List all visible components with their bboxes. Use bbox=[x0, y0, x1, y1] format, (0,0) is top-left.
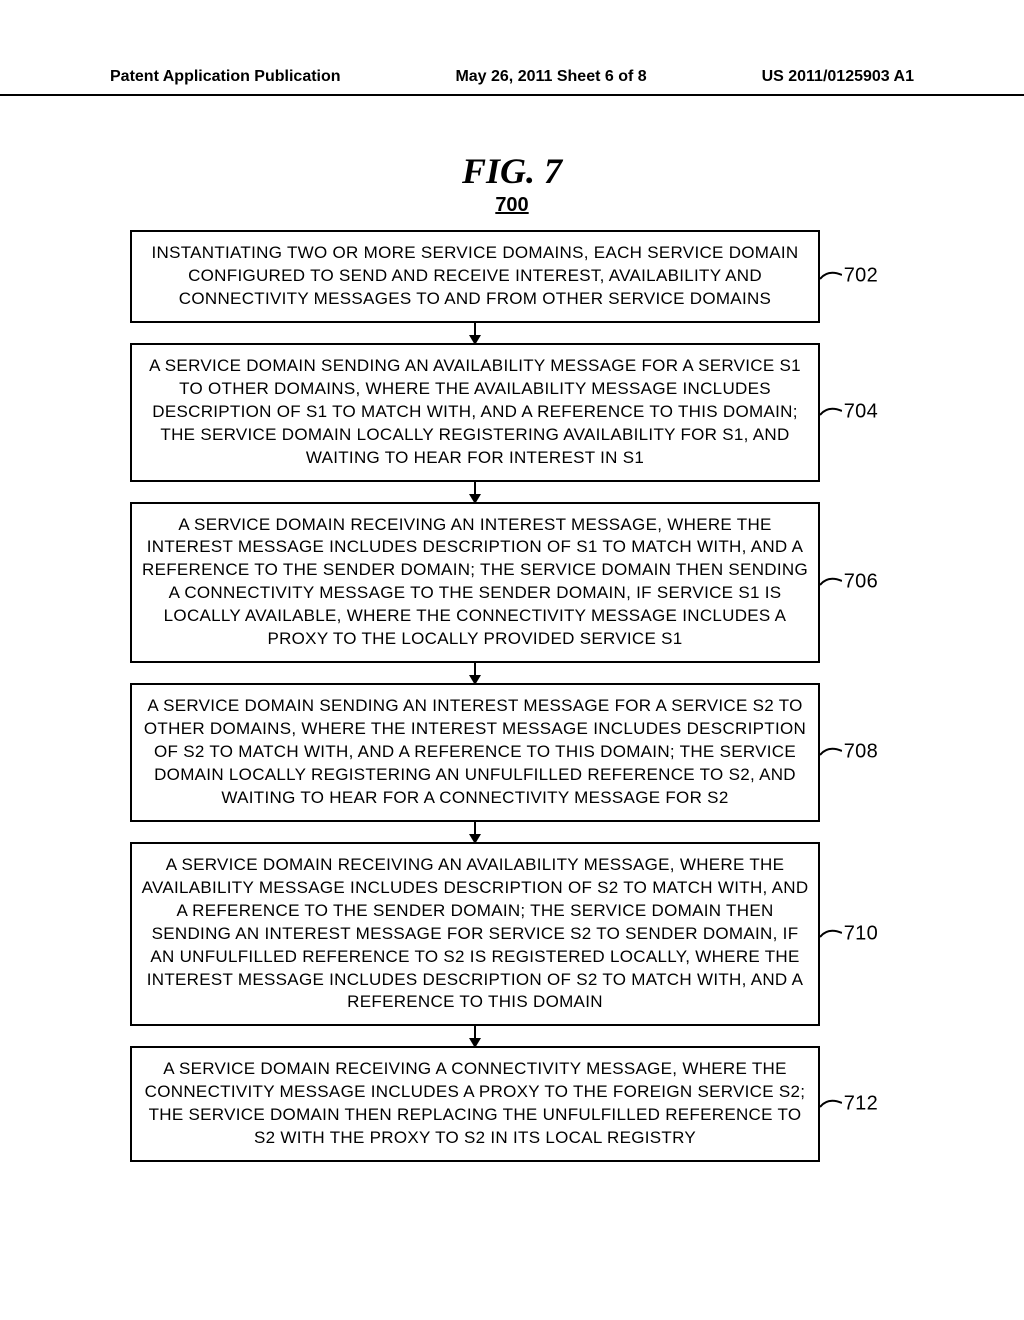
leader-icon bbox=[820, 745, 842, 759]
header-row: Patent Application Publication May 26, 2… bbox=[0, 68, 1024, 92]
arrow-icon bbox=[474, 482, 476, 502]
step-text: A SERVICE DOMAIN SENDING AN INTEREST MES… bbox=[144, 696, 806, 807]
step-text: A SERVICE DOMAIN RECEIVING AN AVAILABILI… bbox=[142, 855, 809, 1012]
flow-step: A SERVICE DOMAIN RECEIVING AN AVAILABILI… bbox=[130, 842, 820, 1027]
page-header: Patent Application Publication May 26, 2… bbox=[0, 68, 1024, 96]
flow-step: A SERVICE DOMAIN RECEIVING A CONNECTIVIT… bbox=[130, 1046, 820, 1162]
arrow-icon bbox=[474, 822, 476, 842]
header-center: May 26, 2011 Sheet 6 of 8 bbox=[455, 68, 646, 86]
figure-label: FIG. 7 bbox=[462, 151, 562, 191]
arrow-icon bbox=[474, 1026, 476, 1046]
step-text: A SERVICE DOMAIN RECEIVING AN INTEREST M… bbox=[142, 515, 808, 649]
header-left: Patent Application Publication bbox=[110, 68, 341, 86]
step-text: INSTANTIATING TWO OR MORE SERVICE DOMAIN… bbox=[151, 243, 798, 308]
flow-step: A SERVICE DOMAIN SENDING AN INTEREST MES… bbox=[130, 683, 820, 822]
step-text: A SERVICE DOMAIN SENDING AN AVAILABILITY… bbox=[149, 356, 801, 467]
arrow-icon bbox=[474, 663, 476, 683]
flow-step: INSTANTIATING TWO OR MORE SERVICE DOMAIN… bbox=[130, 230, 820, 323]
step-ref: 712 bbox=[844, 1091, 878, 1118]
leader-icon bbox=[820, 927, 842, 941]
flow-step: A SERVICE DOMAIN RECEIVING AN INTEREST M… bbox=[130, 502, 820, 664]
page: Patent Application Publication May 26, 2… bbox=[0, 0, 1024, 1320]
arrow-icon bbox=[474, 323, 476, 343]
leader-icon bbox=[820, 1097, 842, 1111]
figure-title: FIG. 7 700 bbox=[0, 150, 1024, 217]
step-ref: 706 bbox=[844, 569, 878, 596]
flow-step: A SERVICE DOMAIN SENDING AN AVAILABILITY… bbox=[130, 343, 820, 482]
header-right: US 2011/0125903 A1 bbox=[762, 68, 914, 86]
step-text: A SERVICE DOMAIN RECEIVING A CONNECTIVIT… bbox=[145, 1059, 806, 1147]
leader-icon bbox=[820, 269, 842, 283]
step-ref: 708 bbox=[844, 739, 878, 766]
flowchart: INSTANTIATING TWO OR MORE SERVICE DOMAIN… bbox=[130, 230, 820, 1162]
leader-icon bbox=[820, 575, 842, 589]
figure-number: 700 bbox=[0, 194, 1024, 217]
step-ref: 704 bbox=[844, 399, 878, 426]
step-ref: 702 bbox=[844, 263, 878, 290]
leader-icon bbox=[820, 405, 842, 419]
step-ref: 710 bbox=[844, 921, 878, 948]
